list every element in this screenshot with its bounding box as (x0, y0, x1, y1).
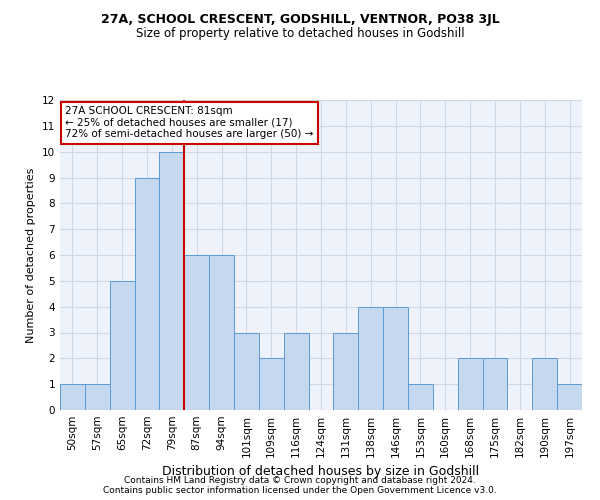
Bar (358, 306, 383, 410)
Bar (408, 384, 433, 410)
Bar (160, 152, 184, 410)
Bar (334, 332, 358, 410)
Bar (209, 255, 234, 410)
Bar (110, 281, 134, 410)
Text: Size of property relative to detached houses in Godshill: Size of property relative to detached ho… (136, 28, 464, 40)
Bar (134, 178, 160, 410)
Bar (557, 384, 582, 410)
Bar (482, 358, 508, 410)
Text: Contains HM Land Registry data © Crown copyright and database right 2024.: Contains HM Land Registry data © Crown c… (124, 476, 476, 485)
Bar (259, 358, 284, 410)
X-axis label: Distribution of detached houses by size in Godshill: Distribution of detached houses by size … (163, 466, 479, 478)
Text: 27A SCHOOL CRESCENT: 81sqm
← 25% of detached houses are smaller (17)
72% of semi: 27A SCHOOL CRESCENT: 81sqm ← 25% of deta… (65, 106, 314, 140)
Y-axis label: Number of detached properties: Number of detached properties (26, 168, 37, 342)
Text: Contains public sector information licensed under the Open Government Licence v3: Contains public sector information licen… (103, 486, 497, 495)
Bar (60, 384, 85, 410)
Bar (85, 384, 110, 410)
Bar (532, 358, 557, 410)
Bar (383, 306, 408, 410)
Text: 27A, SCHOOL CRESCENT, GODSHILL, VENTNOR, PO38 3JL: 27A, SCHOOL CRESCENT, GODSHILL, VENTNOR,… (101, 12, 499, 26)
Bar (184, 255, 209, 410)
Bar (284, 332, 308, 410)
Bar (234, 332, 259, 410)
Bar (458, 358, 482, 410)
